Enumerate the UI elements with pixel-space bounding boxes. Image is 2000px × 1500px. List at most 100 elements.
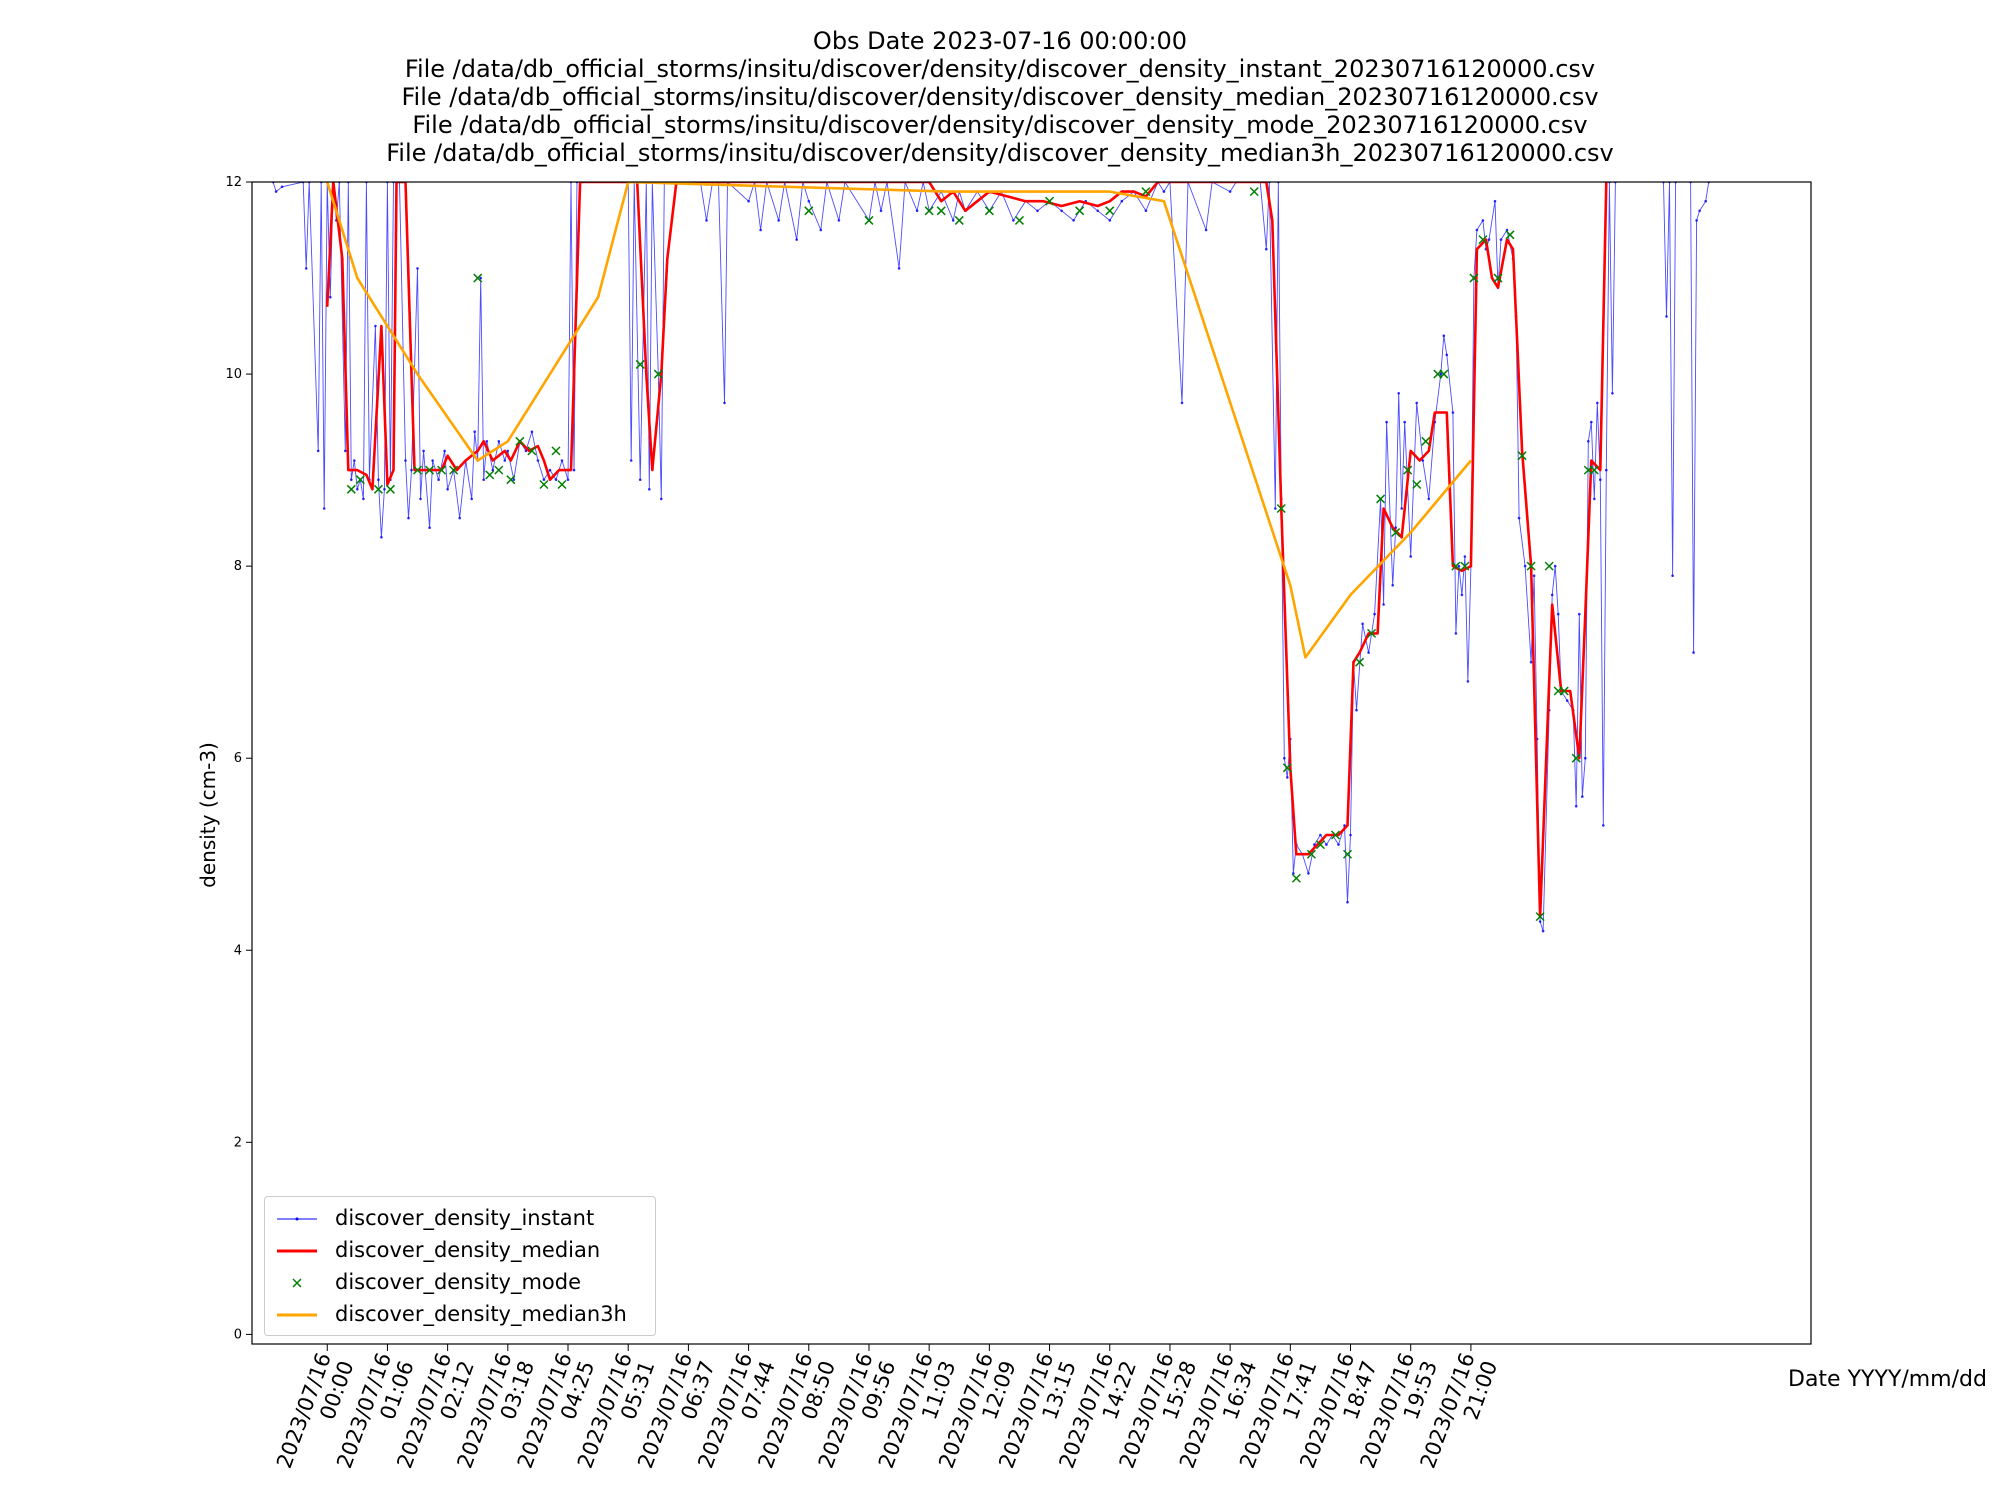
discover-density-instant-point	[377, 478, 380, 482]
discover-density-instant-point	[1325, 843, 1328, 846]
discover-density-instant-point	[1671, 574, 1674, 577]
legend-symbol-mode	[292, 1278, 302, 1288]
discover-density-mode-marker	[924, 206, 934, 216]
discover-density-mode-marker	[1330, 830, 1341, 840]
discover-density-instant-point	[1523, 564, 1527, 568]
discover-density-mode-marker	[385, 484, 395, 494]
discover-density-instant-point	[353, 459, 356, 462]
legend-symbol-instant	[277, 1217, 317, 1221]
discover-density-instant-point	[807, 199, 811, 203]
discover-density-mode-marker	[1342, 849, 1353, 859]
discover-density-instant-point	[1361, 622, 1364, 626]
discover-density-mode-marker	[1505, 230, 1515, 240]
discover-density-instant-point	[1553, 564, 1557, 568]
discover-density-mode-marker	[1544, 561, 1554, 571]
discover-density-mode-marker	[1412, 479, 1422, 490]
discover-density-mode-marker	[1451, 561, 1461, 571]
legend-item-instant: discover_density_instant	[265, 1205, 655, 1233]
discover-density-instant-point	[723, 401, 726, 405]
discover-density-mode-marker	[1141, 187, 1151, 197]
discover-density-instant-point	[1012, 219, 1015, 222]
discover-density-mode-marker	[494, 465, 504, 475]
discover-density-instant-point	[1460, 593, 1464, 597]
discover-density-median-line	[325, 182, 1608, 919]
discover-density-mode-marker	[485, 470, 495, 480]
discover-density-instant-point	[1578, 612, 1581, 616]
discover-density-mode-marker	[1403, 465, 1413, 475]
discover-density-instant-point	[1180, 401, 1184, 405]
discover-density-instant-point	[422, 449, 425, 453]
discover-density-instant-point	[536, 459, 540, 462]
title-file-median: File /data/db_official_storms/insitu/dis…	[401, 83, 1599, 111]
discover-density-instant-point	[1602, 824, 1605, 827]
discover-density-instant-point	[777, 219, 780, 222]
discover-density-instant-point	[629, 459, 633, 462]
discover-density-instant-point	[1584, 756, 1587, 760]
discover-density-mode-marker	[551, 446, 561, 456]
discover-density-mode-marker	[1526, 561, 1536, 571]
discover-density-mode-marker	[984, 206, 994, 216]
discover-density-mode-marker	[539, 479, 549, 490]
discover-density-instant-point	[443, 449, 446, 453]
series-layer	[271, 182, 1710, 933]
legend-label-instant: discover_density_instant	[335, 1206, 595, 1230]
discover-density-instant-point	[304, 267, 308, 270]
discover-density-instant-point	[1382, 603, 1385, 606]
discover-density-instant-point	[1538, 920, 1542, 923]
discover-density-instant-point	[1367, 651, 1370, 654]
discover-density-mode-marker	[506, 475, 516, 485]
discover-density-instant-point	[1036, 209, 1039, 213]
discover-density-instant-point	[1692, 651, 1695, 654]
discover-density-instant-point	[747, 199, 750, 203]
discover-density-instant-point	[470, 497, 474, 501]
discover-density-mode-marker	[954, 215, 964, 225]
discover-density-mode-marker	[1105, 206, 1115, 216]
discover-density-instant-point	[1349, 833, 1352, 837]
discover-density-instant-point	[362, 497, 365, 501]
legend-item-median3h: discover_density_median3h	[265, 1301, 655, 1329]
discover-density-instant-point	[1445, 353, 1449, 357]
discover-density-instant-point	[1454, 632, 1458, 635]
x-axis-label: Date YYYY/mm/dd	[1788, 1367, 1987, 1392]
discover-density-instant-point	[1451, 411, 1455, 414]
discover-density-instant-point	[383, 488, 386, 491]
title-file-mode: File /data/db_official_storms/insitu/dis…	[412, 111, 1588, 139]
discover-density-instant-point	[1550, 593, 1554, 597]
discover-density-instant-point	[560, 459, 564, 462]
discover-density-mode-marker	[1282, 763, 1292, 773]
discover-density-mode-marker	[527, 446, 537, 456]
discover-density-instant-point	[1060, 209, 1063, 213]
discover-density-instant-point	[428, 526, 431, 529]
discover-density-instant-point	[1391, 584, 1394, 587]
discover-density-mode-marker	[1276, 503, 1286, 514]
discover-density-instant-point	[1319, 833, 1322, 837]
discover-density-instant-point	[1144, 209, 1148, 213]
discover-density-instant-point	[1596, 401, 1599, 405]
discover-density-instant-point	[356, 488, 359, 491]
discover-density-mode-marker	[1517, 451, 1527, 461]
legend-label-mode: discover_density_mode	[335, 1270, 582, 1294]
discover-density-median3h-line	[325, 182, 1472, 659]
legend-item-median: discover_density_median	[265, 1237, 655, 1265]
legend-label-median: discover_density_median	[335, 1238, 601, 1262]
discover-density-mode-marker	[1535, 912, 1545, 922]
axes-layer: 0246810122023/07/1600:002023/07/1601:062…	[225, 175, 1502, 1471]
discover-density-instant-point	[648, 488, 651, 491]
discover-density-instant-point	[1581, 795, 1584, 798]
discover-density-instant-point	[485, 440, 489, 443]
discover-density-instant-point	[1373, 612, 1376, 616]
discover-density-instant-line	[272, 182, 1710, 932]
discover-density-instant-point	[795, 238, 798, 241]
discover-density-instant-point	[1096, 209, 1099, 213]
discover-density-instant-point	[1532, 574, 1536, 577]
discover-density-instant-point	[1574, 804, 1578, 808]
discover-density-instant-point	[506, 449, 510, 453]
discover-density-instant-point	[1481, 219, 1485, 222]
discover-density-mode-marker	[1391, 527, 1401, 538]
discover-density-instant-point	[1409, 555, 1412, 558]
discover-density-mode-marker	[449, 465, 459, 475]
discover-density-mode-marker	[1493, 273, 1503, 283]
discover-density-instant-point	[497, 440, 501, 443]
discover-density-instant-point	[1698, 209, 1701, 213]
